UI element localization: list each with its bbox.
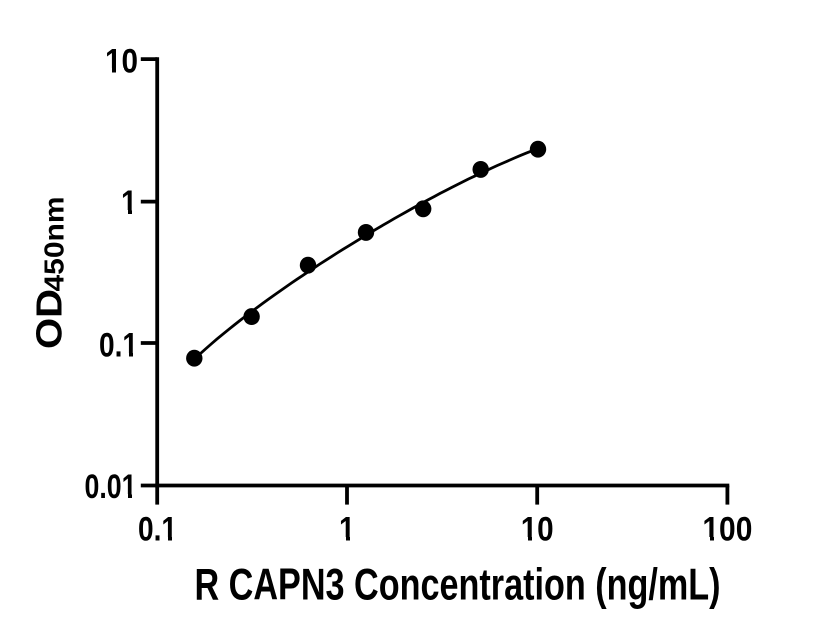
svg-text:0.1: 0.1 — [99, 327, 138, 365]
svg-text:OD450nm: OD450nm — [29, 197, 70, 350]
svg-text:R CAPN3 Concentration (ng/mL): R CAPN3 Concentration (ng/mL) — [195, 561, 721, 610]
svg-text:1: 1 — [339, 511, 355, 549]
svg-text:0.1: 0.1 — [138, 511, 177, 549]
svg-text:0.01: 0.01 — [85, 468, 137, 506]
svg-text:10: 10 — [105, 42, 138, 80]
svg-text:10: 10 — [521, 511, 554, 549]
svg-text:100: 100 — [702, 511, 752, 549]
svg-text:1: 1 — [121, 184, 137, 222]
